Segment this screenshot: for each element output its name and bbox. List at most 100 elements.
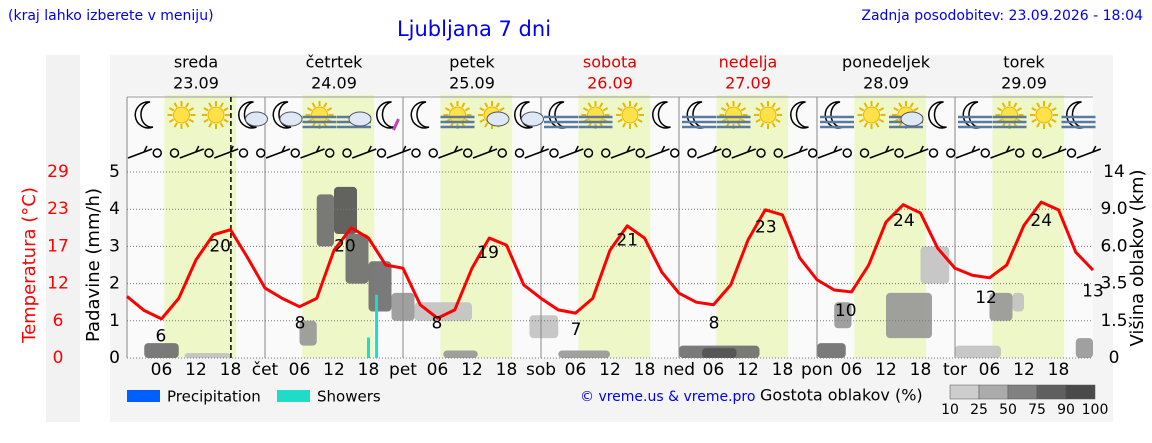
x-tick-label: tor: [943, 360, 967, 380]
wind-barb: [610, 145, 636, 159]
calm: [842, 148, 852, 158]
moon: [790, 101, 809, 129]
x-tick-label: 06: [151, 360, 173, 380]
sun-ray: [771, 102, 776, 108]
sun-ray: [484, 122, 489, 128]
weather-icon: [616, 101, 644, 129]
sun-ray: [1013, 102, 1018, 108]
calm: [169, 148, 180, 158]
temp-label: 10: [835, 301, 857, 321]
cloud-scale-box: [1036, 384, 1067, 400]
wind-barb: [179, 145, 205, 159]
weather-icon: [578, 101, 613, 129]
sun-ray: [909, 102, 914, 108]
cloud-cell: [345, 234, 369, 284]
sun-ray: [1031, 107, 1037, 112]
day-date: 23.09: [173, 74, 219, 93]
moon: [652, 101, 671, 129]
cloud-cell: [414, 302, 472, 321]
cloud-scale-box: [978, 384, 1009, 400]
sun-ray: [219, 122, 224, 128]
sun-ray: [582, 107, 589, 112]
left-panel: [46, 55, 80, 422]
sun-ray: [760, 122, 765, 128]
temp-label: 8: [709, 314, 720, 334]
cloud-scale-label: 75: [1028, 402, 1046, 418]
calm: [980, 148, 990, 158]
weather-icon: [410, 101, 430, 129]
moon: [514, 101, 533, 129]
temp-tick-label: 23: [47, 199, 69, 219]
y-tick-label: 2: [109, 274, 120, 294]
cloud-cell: [886, 292, 932, 339]
y-tick-label: 1: [109, 311, 120, 331]
calm: [635, 148, 645, 158]
sun-ray: [622, 122, 627, 128]
sun-ray: [771, 122, 776, 128]
sun-ray: [637, 118, 643, 123]
legend-swatch: [277, 390, 310, 402]
sun: [587, 106, 604, 124]
y2-axis-title: Višina oblakov (km): [1127, 169, 1148, 346]
day-date: 24.09: [311, 74, 357, 93]
x-tick-label: 12: [185, 360, 207, 380]
cloud-cell: [299, 320, 317, 346]
wind-barb: [645, 145, 670, 159]
calm: [497, 148, 507, 158]
x-tick-label: 12: [875, 360, 897, 380]
calm: [1066, 148, 1077, 158]
x-tick-label: 12: [323, 360, 345, 380]
day-name: sobota: [583, 53, 637, 72]
sun-ray: [622, 102, 627, 108]
cloud-scale-label: 100: [1082, 402, 1109, 418]
x-tick-label: 18: [772, 360, 794, 380]
sun-ray: [633, 122, 638, 128]
sun-ray: [599, 102, 604, 108]
sun-ray: [875, 102, 880, 108]
wind-barb: [1076, 145, 1102, 159]
sun-ray: [775, 107, 781, 112]
temp-label: 8: [432, 314, 443, 334]
weather-icon: [1061, 101, 1096, 129]
cloud-scale-box: [1007, 384, 1038, 400]
x-tick-label: 06: [841, 360, 863, 380]
wind-barb: [1041, 145, 1067, 159]
temp-label: 7: [571, 320, 582, 340]
x-tick-label: 06: [565, 360, 587, 380]
weather-icon: [134, 101, 154, 129]
y2-tick-label: 1.5: [1100, 311, 1127, 331]
cloud-scale-box: [949, 384, 980, 400]
sun-ray: [893, 107, 899, 112]
temp-tick-label: 29: [47, 162, 69, 182]
chart-title: Ljubljana 7 dni: [397, 17, 551, 41]
wind-barb: [351, 145, 377, 159]
wind-barb: [558, 145, 584, 159]
weather-icon: [337, 111, 372, 129]
sun-ray: [1051, 118, 1057, 123]
sun-ray: [863, 122, 868, 128]
calm: [152, 148, 162, 158]
calm: [721, 148, 732, 158]
moon: [134, 101, 154, 129]
x-tick-label: 06: [427, 360, 449, 380]
x-tick-label: 18: [358, 360, 380, 380]
weather-icon: [820, 101, 854, 129]
sun-ray: [173, 102, 178, 108]
cloud-scale-label: 90: [1057, 402, 1075, 418]
calm: [1015, 148, 1025, 158]
sun-ray: [168, 107, 175, 112]
sun: [311, 106, 328, 124]
sun-ray: [464, 107, 471, 112]
sun-ray: [760, 102, 765, 108]
day-date: 29.09: [1001, 74, 1047, 93]
sun-ray: [203, 107, 209, 112]
sun-ray: [1047, 102, 1052, 108]
cloud-cell: [529, 315, 559, 339]
x-tick-label: sob: [526, 360, 556, 380]
sun-ray: [223, 118, 229, 123]
cloud: [486, 111, 510, 127]
calm: [463, 148, 473, 158]
subtitle: (kraj lahko izberete v meniju): [8, 8, 214, 24]
weather-icon: [682, 101, 716, 129]
wind-barb: [817, 145, 843, 159]
